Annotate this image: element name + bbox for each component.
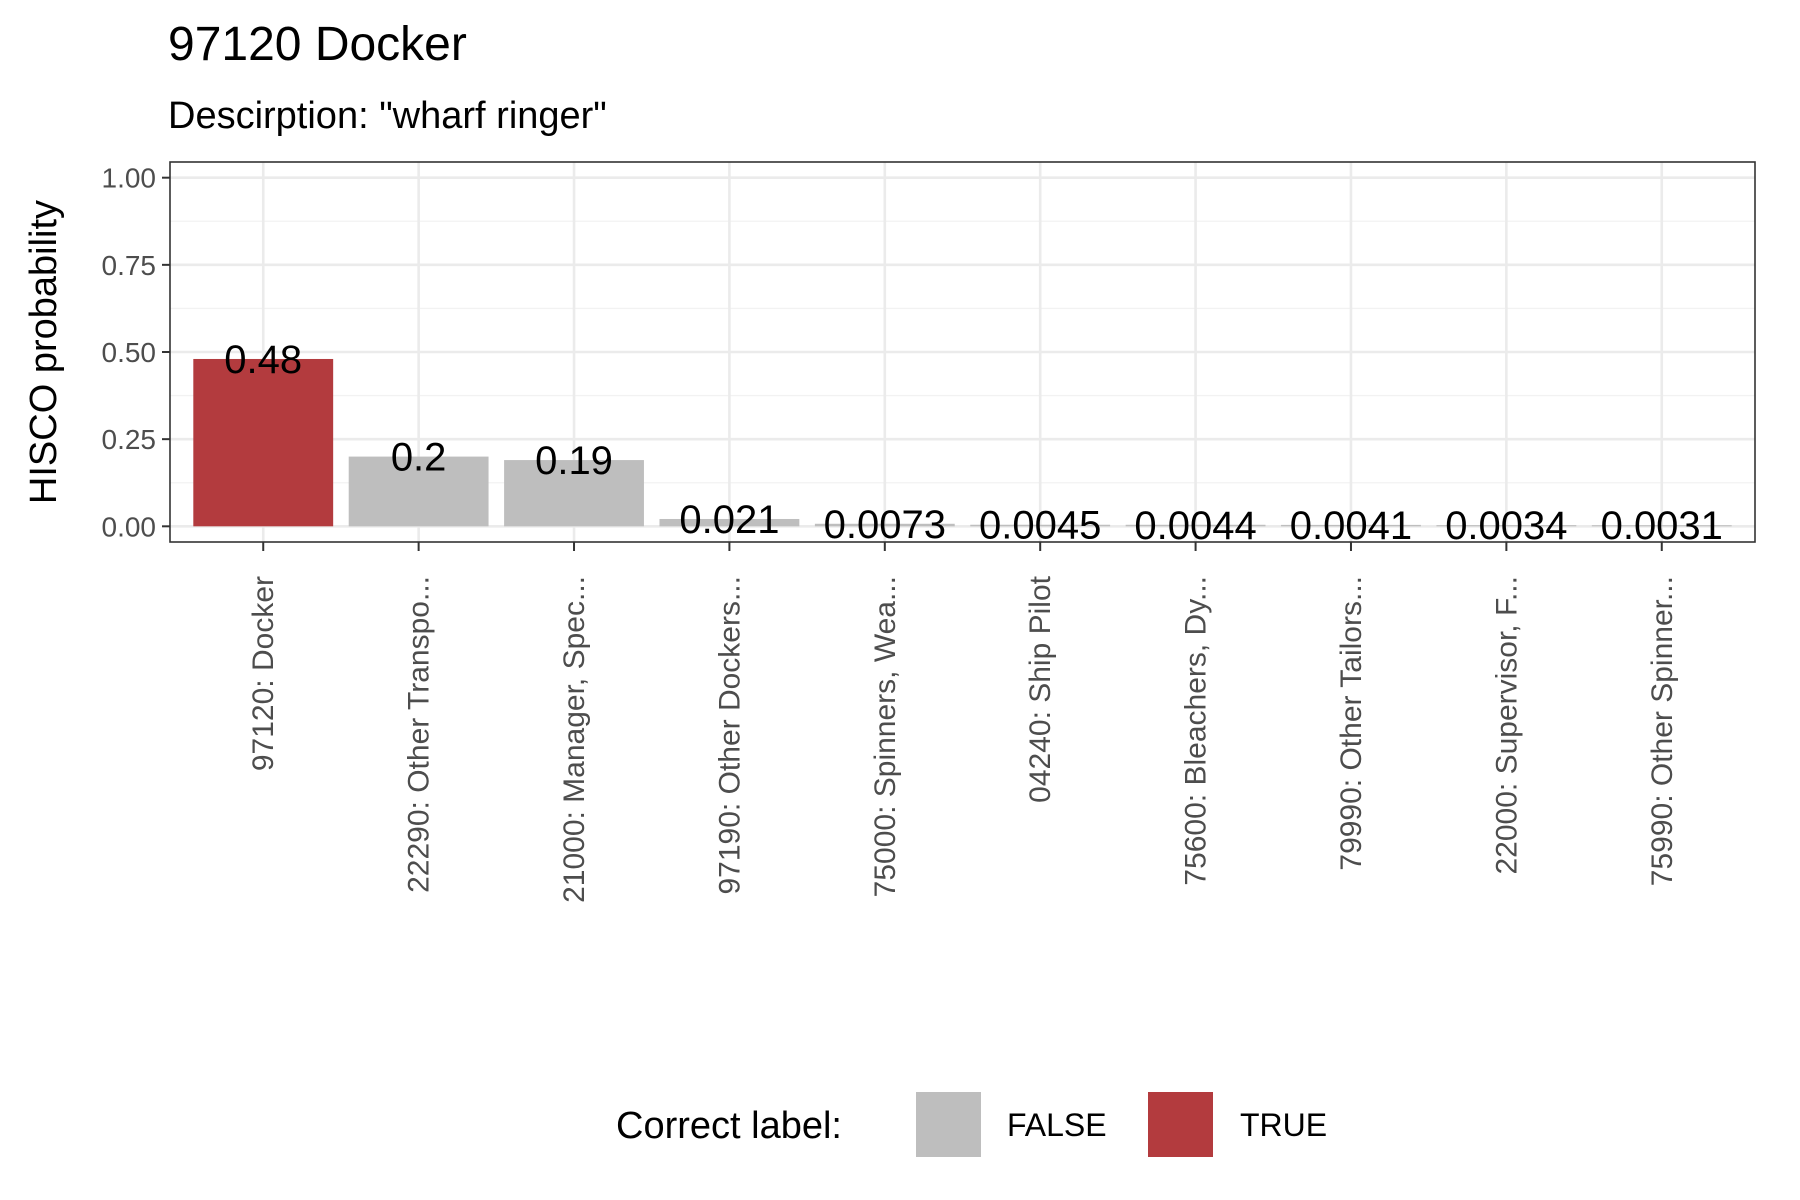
bar-value-label: 0.0073 [824, 503, 946, 547]
x-tick-label: 75990: Other Spinner... [1646, 576, 1679, 886]
bar-value-label: 0.0031 [1601, 504, 1723, 548]
x-tick-label: 21000: Manager, Spec... [558, 576, 591, 903]
bar [970, 524, 1111, 527]
bar-labels-layer: 0.48 0.2 0.19 0.021 0.0073 0.0045 0.0044 0.0041… [224, 338, 1723, 548]
bar-value-label: 0.0041 [1290, 504, 1412, 548]
legend-title: Correct label: [616, 1105, 842, 1147]
legend: Correct label: FALSE TRUE [616, 1092, 1327, 1157]
chart-subtitle: Descirption: "wharf ringer" [168, 95, 607, 137]
bar [1125, 524, 1266, 527]
bar-value-label: 0.0034 [1445, 504, 1567, 548]
y-tick-label: 1.00 [102, 163, 157, 194]
bar-value-label: 0.48 [224, 338, 302, 382]
bars-layer [193, 358, 1732, 527]
y-tick-label: 0.00 [102, 511, 157, 542]
bar [1281, 524, 1421, 527]
y-axis-label: HISCO probability [23, 200, 65, 504]
x-tick-label: 22000: Supervisor, F... [1490, 576, 1523, 875]
x-tick-label: 97190: Other Dockers... [713, 576, 746, 895]
bar [1591, 525, 1732, 527]
x-tick-label: 04240: Ship Pilot [1024, 575, 1057, 802]
y-tick-label: 0.25 [102, 424, 157, 455]
legend-swatch-true [1148, 1092, 1213, 1157]
bar-value-label: 0.0045 [979, 504, 1101, 548]
bar-value-label: 0.0044 [1134, 504, 1256, 548]
x-tick-label: 75600: Bleachers, Dy... [1180, 576, 1213, 886]
x-tick-label: 79990: Other Tailors... [1335, 576, 1368, 871]
y-tick-label: 0.75 [102, 250, 157, 281]
bar [1436, 525, 1577, 527]
bar [348, 456, 489, 527]
y-axis: 0.00 0.25 0.50 0.75 1.00 [102, 163, 170, 542]
bar [814, 523, 955, 527]
bar-value-label: 0.19 [535, 439, 613, 483]
bar-value-label: 0.021 [679, 498, 779, 542]
x-tick-label: 75000: Spinners, Wea... [869, 576, 902, 897]
y-tick-label: 0.50 [102, 337, 157, 368]
legend-swatch-false [916, 1092, 981, 1157]
bar-value-label: 0.2 [391, 436, 447, 480]
bar [659, 518, 800, 527]
chart-title: 97120 Docker [168, 18, 467, 71]
x-axis: 97120: Docker 22290: Other Transpo... 2100… [247, 542, 1679, 903]
bar [193, 358, 334, 527]
x-tick-label: 97120: Docker [247, 576, 280, 771]
legend-label-true: TRUE [1240, 1107, 1327, 1143]
x-tick-label: 22290: Other Transpo... [403, 576, 436, 893]
bar [504, 460, 644, 527]
legend-label-false: FALSE [1007, 1107, 1107, 1143]
